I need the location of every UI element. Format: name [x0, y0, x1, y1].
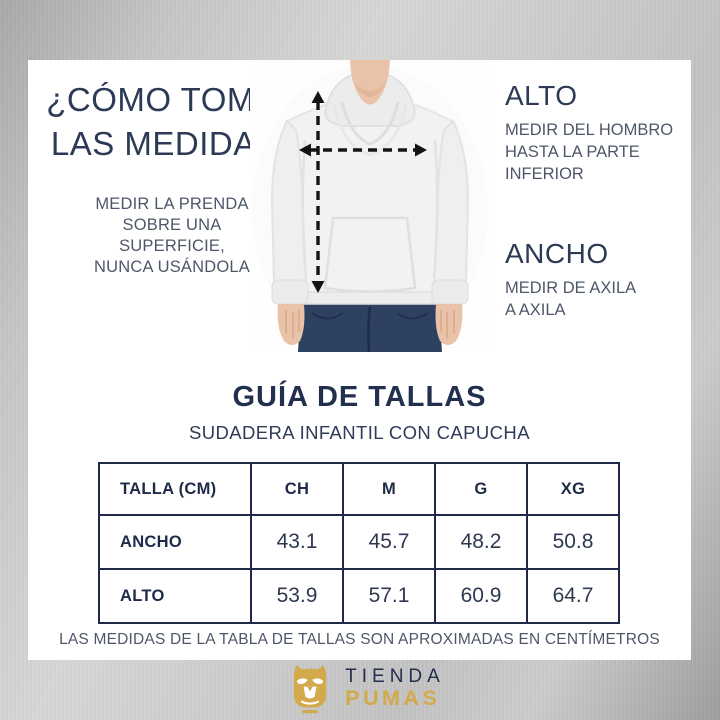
ancho-description: MEDIR DE AXILA A AXILA: [505, 277, 685, 321]
size-table: TALLA (CM) CH M G XG ANCHO 43.1 45.7 48.…: [98, 462, 620, 624]
alto-description-line: HASTA LA PARTE: [505, 143, 640, 161]
measure-alto-block: ALTO MEDIR DEL HOMBRO HASTA LA PARTE INF…: [505, 80, 685, 185]
col-header-xg: XG: [526, 462, 620, 516]
brand-wordmark: TIENDA PUMAS: [345, 667, 445, 710]
alto-description: MEDIR DEL HOMBRO HASTA LA PARTE INFERIOR: [505, 119, 685, 185]
col-header-talla: TALLA (CM): [98, 462, 252, 516]
row-label-alto: ALTO: [98, 568, 252, 624]
how-to-description-line: MEDIR LA PRENDA: [95, 195, 249, 213]
table-row-alto: ALTO 53.9 57.1 60.9 64.7: [98, 568, 620, 624]
left-cuff-graphic: [271, 279, 309, 305]
ancho-m-value: 45.7: [342, 514, 436, 570]
brand-logo: TIENDA PUMAS: [6, 661, 720, 715]
brand-name-tienda: TIENDA: [345, 665, 445, 687]
how-to-description-line: NUNCA USÁNDOLA: [94, 258, 250, 276]
col-header-ch: CH: [250, 462, 344, 516]
col-header-g: G: [434, 462, 528, 516]
hoodie-measurement-photo: [250, 60, 490, 355]
table-row-ancho: ANCHO 43.1 45.7 48.2 50.8: [98, 514, 620, 570]
ancho-xg-value: 50.8: [526, 514, 620, 570]
hem-band-graphic: [283, 291, 457, 305]
size-table-note: LAS MEDIDAS DE LA TABLA DE TALLAS SON AP…: [59, 631, 660, 648]
ancho-g-value: 48.2: [434, 514, 528, 570]
neck-graphic: [350, 60, 390, 105]
how-to-description-line: SUPERFICIE,: [119, 237, 225, 255]
alto-heading: ALTO: [505, 80, 578, 111]
alto-g-value: 60.9: [434, 568, 528, 624]
size-guide-subtitle: SUDADERA INFANTIL CON CAPUCHA: [189, 422, 530, 443]
brand-name-pumas: PUMAS: [345, 685, 441, 710]
pocket-graphic: [323, 216, 417, 293]
how-to-description-line: SOBRE UNA: [122, 216, 222, 234]
puma-head-icon: [294, 665, 327, 714]
ancho-description-line: MEDIR DE AXILA: [505, 279, 637, 297]
measure-arrows: [299, 91, 427, 293]
ancho-description-line: A AXILA: [505, 301, 566, 319]
how-to-description: MEDIR LA PRENDA SOBRE UNA SUPERFICIE, NU…: [57, 194, 287, 278]
row-label-ancho: ANCHO: [98, 514, 252, 570]
alto-m-value: 57.1: [342, 568, 436, 624]
ancho-heading: ANCHO: [505, 238, 609, 269]
col-header-m: M: [342, 462, 436, 516]
alto-description-line: INFERIOR: [505, 165, 584, 183]
hands-graphic: [277, 304, 463, 345]
alto-description-line: MEDIR DEL HOMBRO: [505, 121, 674, 139]
measure-ancho-block: ANCHO MEDIR DE AXILA A AXILA: [505, 238, 685, 321]
alto-ch-value: 53.9: [250, 568, 344, 624]
size-table-header-row: TALLA (CM) CH M G XG: [98, 462, 620, 516]
ancho-ch-value: 43.1: [250, 514, 344, 570]
right-cuff-graphic: [431, 279, 469, 305]
alto-xg-value: 64.7: [526, 568, 620, 624]
size-guide-title: GUÍA DE TALLAS: [232, 381, 487, 413]
content-card: ¿CÓMO TOMAR LAS MEDIDAS? MEDIR LA PRENDA…: [28, 60, 691, 660]
hoodie-illustration: [250, 60, 490, 355]
